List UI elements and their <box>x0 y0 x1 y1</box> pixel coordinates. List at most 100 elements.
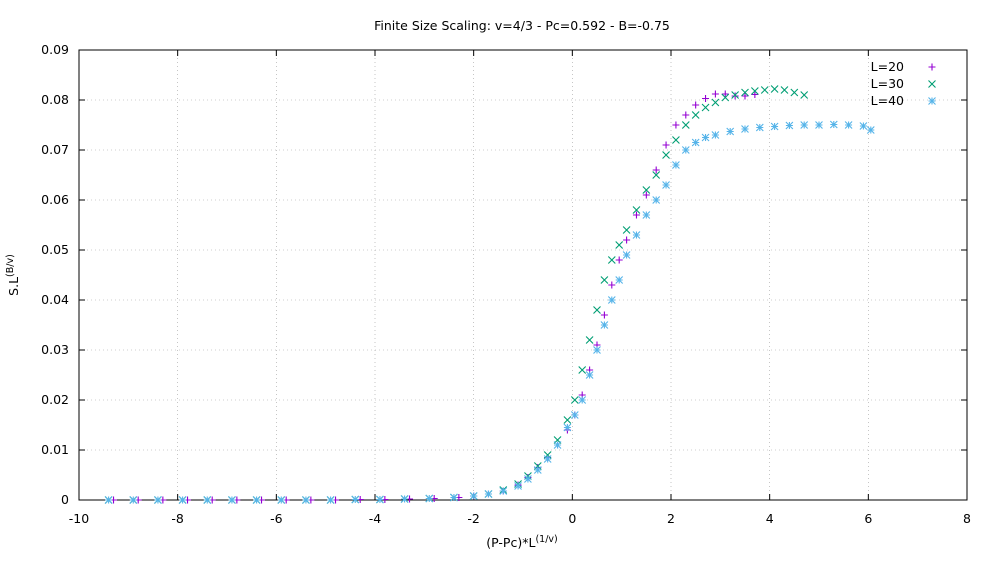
data-point <box>615 256 623 264</box>
data-point <box>252 496 261 504</box>
axis-ticks: -10 -8 -6 -4 -2 0 2 4 6 8 0 0.01 0.02 0.03 0.04 0.05 0.0… <box>41 42 971 526</box>
data-point <box>691 138 700 147</box>
legend-marker <box>928 80 936 88</box>
data-point <box>154 496 162 504</box>
legend-label: L=30 <box>871 76 904 91</box>
data-point <box>585 371 594 379</box>
chart-title: Finite Size Scaling: v=4/3 - Pc=0.592 - … <box>374 18 670 33</box>
data-point <box>129 496 138 504</box>
data-point <box>741 125 749 133</box>
x-axis-label-base: (P-Pc)*L <box>486 535 535 550</box>
data-point <box>760 86 769 94</box>
data-point <box>642 191 650 199</box>
data-point <box>607 296 616 304</box>
data-point <box>681 121 690 129</box>
data-point <box>600 276 609 284</box>
data-point <box>543 455 552 463</box>
data-point <box>731 92 739 100</box>
legend: L=20 L=30 L=40 <box>871 59 936 108</box>
data-point <box>593 306 601 314</box>
y-tick-label: 0.05 <box>41 242 69 257</box>
legend-marker <box>928 63 936 71</box>
data-point <box>652 196 661 204</box>
x-tick-label: 2 <box>667 511 675 526</box>
data-point <box>632 231 641 239</box>
data-point <box>662 181 670 189</box>
data-point <box>608 281 616 289</box>
data-point <box>593 346 601 354</box>
data-point <box>600 321 609 329</box>
data-point <box>800 91 809 99</box>
y-axis-label: S.L(B/v) <box>5 254 21 296</box>
data-point <box>844 121 853 129</box>
y-axis-label-sup: (B/v) <box>5 254 16 277</box>
data-point <box>829 120 838 129</box>
data-point <box>701 133 710 142</box>
data-point <box>726 127 735 136</box>
x-tick-label: -8 <box>171 511 184 526</box>
data-point <box>622 226 631 234</box>
data-point <box>203 496 212 504</box>
data-point <box>672 136 680 144</box>
data-point <box>652 166 660 174</box>
x-tick-label: 6 <box>864 511 872 526</box>
data-point <box>691 111 700 119</box>
data-point <box>400 495 409 503</box>
legend-marker <box>928 97 936 105</box>
data-point <box>721 93 730 102</box>
data-point <box>469 492 478 500</box>
data-point <box>376 495 384 504</box>
data-point <box>672 161 680 169</box>
y-tick-label: 0.09 <box>41 42 69 57</box>
legend-label: L=20 <box>871 59 904 74</box>
data-point <box>533 466 542 474</box>
data-point <box>615 276 624 284</box>
x-axis-label: (P-Pc)*L(1/v) <box>486 534 557 550</box>
y-tick-label: 0 <box>61 492 69 507</box>
data-point <box>785 121 794 130</box>
data-point <box>622 251 631 259</box>
data-point <box>770 85 779 93</box>
data-point <box>514 482 522 490</box>
data-point <box>672 121 680 129</box>
x-tick-label: 0 <box>568 511 576 526</box>
y-axis-label-base: S.L <box>6 277 21 296</box>
data-point <box>302 496 310 504</box>
data-point <box>553 441 562 449</box>
data-point <box>607 256 616 264</box>
y-tick-label: 0.06 <box>41 192 69 207</box>
data-point <box>662 151 670 159</box>
data-point <box>702 95 710 102</box>
data-point <box>859 122 868 130</box>
data-point <box>642 211 651 219</box>
data-point <box>642 186 651 194</box>
data-point <box>682 111 690 119</box>
y-tick-label: 0.02 <box>41 392 69 407</box>
y-tick-label: 0.03 <box>41 342 69 357</box>
data-point <box>277 496 286 504</box>
data-point <box>570 411 579 419</box>
data-point <box>711 90 719 98</box>
x-tick-label: -2 <box>467 511 479 526</box>
data-point <box>351 495 360 504</box>
data-point <box>711 98 720 107</box>
y-tick-label: 0.07 <box>41 142 69 157</box>
y-tick-label: 0.01 <box>41 442 69 457</box>
legend-label: L=40 <box>871 93 904 108</box>
data-point <box>326 496 335 504</box>
data-point <box>755 123 764 132</box>
data-point <box>228 496 236 504</box>
x-tick-label: -10 <box>69 511 89 526</box>
data-point <box>484 490 493 498</box>
data-point <box>731 91 740 99</box>
plot-frame <box>78 49 968 501</box>
data-point <box>524 475 532 483</box>
data-point <box>770 122 779 131</box>
data-point <box>741 88 749 97</box>
data-point <box>681 146 690 154</box>
series-l-40 <box>104 120 875 504</box>
data-point <box>632 211 640 219</box>
x-tick-label: -6 <box>270 511 283 526</box>
